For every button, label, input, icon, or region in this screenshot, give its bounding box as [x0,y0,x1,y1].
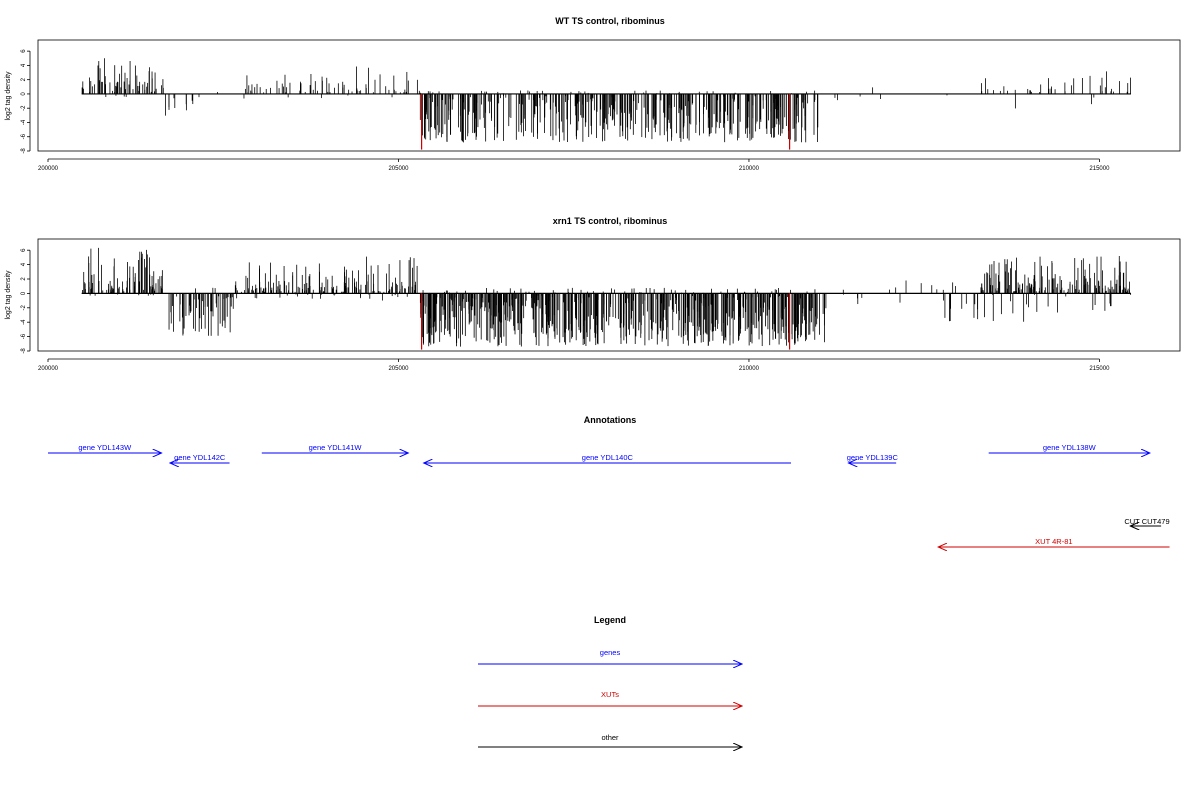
x-tick-label: 205000 [388,366,409,372]
y-tick-label: 6 [21,49,27,53]
x-axis-xrn1: 200000 205000 210000 215000 [38,358,1110,372]
bars-xrn1 [81,247,1132,350]
y-axis-label-xrn1: log2 tag density [5,270,12,320]
x-tick-label: 200000 [38,166,59,172]
legend-label-xuts: XUTs [601,690,619,699]
gene-feature-label: gene YDL140C [582,453,634,462]
gene-feature-label: gene YDL143W [78,443,132,452]
y-tick-label: -2 [21,304,27,310]
chart-panel-xrn1: xrn1 TS control, ribominus log2 tag dens… [5,216,1181,372]
x-tick-label: 215000 [1089,366,1110,372]
gene-feature-label: gene YDL138W [1043,443,1097,452]
annotations-title: Annotations [584,415,637,425]
y-tick-label: -4 [21,119,27,125]
chart-title-wt: WT TS control, ribominus [555,16,665,26]
x-tick-label: 200000 [38,366,59,372]
y-tick-label: 6 [21,248,27,252]
x-tick-label: 210000 [739,366,760,372]
legend-title: Legend [594,615,626,625]
y-tick-label: -8 [21,148,27,154]
xut-feature-label: XUT 4R-81 [1035,537,1072,546]
y-tick-label: 4 [21,262,27,266]
y-axis-xrn1: -8 -6 -4 -2 0 2 4 6 [21,248,31,354]
gene-feature-label: gene YDL142C [174,453,226,462]
y-tick-label: -8 [21,348,27,354]
chart-panel-wt: WT TS control, ribominus log2 tag densit… [5,16,1181,172]
legend-label-other: other [601,733,619,742]
legend-label-genes: genes [600,648,621,657]
x-tick-label: 215000 [1089,166,1110,172]
y-tick-label: -4 [21,319,27,325]
gene-feature-label: gene YDL139C [847,453,899,462]
plot-frame-wt [37,39,1181,152]
y-tick-label: 0 [21,291,27,295]
cut-feature-label: CUT CUT479 [1124,517,1169,526]
y-tick-label: 2 [21,77,27,81]
bars-wt [81,58,1131,150]
x-tick-label: 205000 [388,166,409,172]
y-tick-label: 4 [21,63,27,67]
x-axis-wt: 200000 205000 210000 215000 [38,158,1110,172]
gene-feature-label: gene YDL141W [309,443,363,452]
y-axis-label-wt: log2 tag density [5,71,12,121]
legend-panel: Legend genes XUTs other [478,615,742,747]
chart-title-xrn1: xrn1 TS control, ribominus [553,216,668,226]
y-tick-label: -6 [21,133,27,139]
y-axis-wt: -8 -6 -4 -2 0 2 4 6 [21,49,31,154]
y-tick-label: 0 [21,92,27,96]
y-tick-label: -2 [21,105,27,111]
y-tick-label: 2 [21,277,27,281]
x-tick-label: 210000 [739,166,760,172]
y-tick-label: -6 [21,333,27,339]
annotation-features: gene YDL143W gene YDL142C gene YDL141W gene… [48,443,1170,547]
plot-frame-xrn1 [37,238,1181,352]
